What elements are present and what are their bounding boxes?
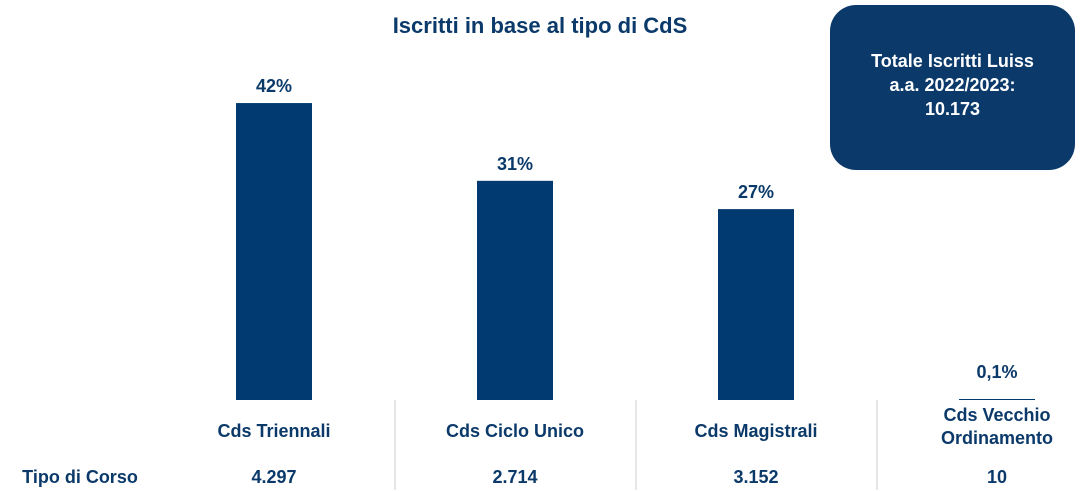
table-header: Tipo di Corso bbox=[22, 467, 138, 487]
table-cell: 3.152 bbox=[733, 467, 779, 487]
table-cell: 10 bbox=[986, 467, 1008, 487]
category-label: Cds Triennali bbox=[217, 421, 331, 441]
table-cell: 4.297 bbox=[251, 467, 297, 487]
bar bbox=[477, 180, 553, 400]
value-label: 42% bbox=[255, 76, 293, 97]
value-label: 0,1% bbox=[976, 362, 1018, 382]
category-label: Cds Vecchio Ordinamento bbox=[940, 405, 1053, 448]
summary-line: Totale Iscritti Luiss bbox=[871, 51, 1034, 71]
value-label: 27% bbox=[737, 182, 775, 203]
bar bbox=[959, 399, 1035, 400]
bar bbox=[718, 209, 794, 400]
chart-title: Iscritti in base al tipo di CdS bbox=[392, 13, 688, 38]
summary-line: a.a. 2022/2023: bbox=[889, 75, 1016, 95]
category-label: Cds Ciclo Unico bbox=[445, 421, 584, 441]
summary-line: 10.173 bbox=[924, 99, 981, 119]
category-label: Cds Magistrali bbox=[694, 421, 818, 441]
table-cell: 2.714 bbox=[492, 467, 538, 487]
bar bbox=[236, 103, 312, 400]
summary-box bbox=[830, 5, 1075, 170]
value-label: 31% bbox=[496, 153, 534, 174]
